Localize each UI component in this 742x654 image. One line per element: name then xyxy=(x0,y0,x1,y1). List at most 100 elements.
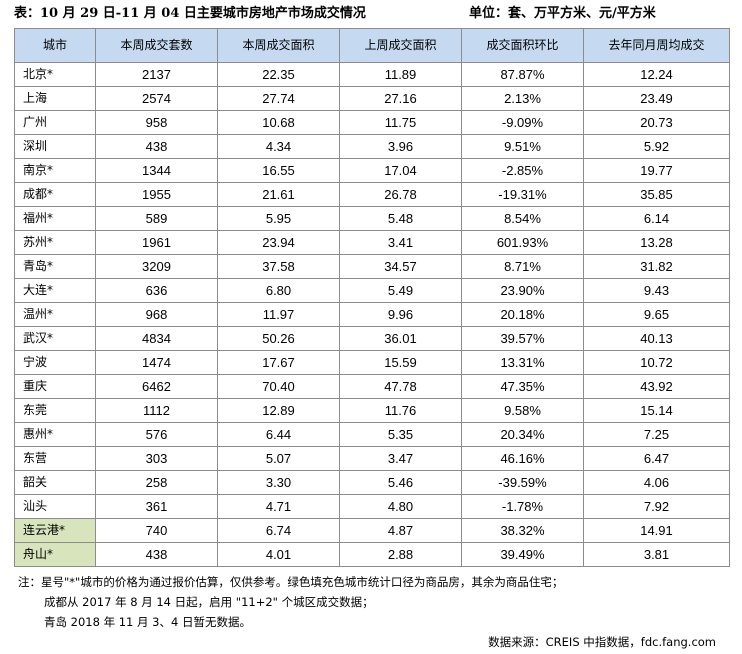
cell-city: 北京* xyxy=(14,62,96,87)
cell-area: 6.44 xyxy=(217,422,340,447)
cell-units: 958 xyxy=(95,110,218,135)
cell-prev-area: 17.04 xyxy=(339,158,462,183)
cell-city: 宁波 xyxy=(14,350,96,375)
table-row: 宁波 1474 17.67 15.59 13.31% 10.72 xyxy=(14,350,730,375)
cell-area: 22.35 xyxy=(217,62,340,87)
cell-wow: -39.59% xyxy=(461,470,584,495)
cell-city: 上海 xyxy=(14,86,96,111)
cell-wow: 20.34% xyxy=(461,422,584,447)
cell-wow: 9.58% xyxy=(461,398,584,423)
cell-ly-avg: 9.43 xyxy=(583,278,730,303)
cell-ly-avg: 15.14 xyxy=(583,398,730,423)
table-row: 大连* 636 6.80 5.49 23.90% 9.43 xyxy=(14,278,730,303)
cell-area: 6.74 xyxy=(217,518,340,543)
cell-prev-area: 11.75 xyxy=(339,110,462,135)
cell-ly-avg: 14.91 xyxy=(583,518,730,543)
cell-prev-area: 5.46 xyxy=(339,470,462,495)
table-row: 惠州* 576 6.44 5.35 20.34% 7.25 xyxy=(14,422,730,447)
cell-units: 438 xyxy=(95,134,218,159)
footnote-line: 青岛 2018 年 11 月 3、4 日暂无数据。 xyxy=(44,615,251,629)
cell-area: 4.34 xyxy=(217,134,340,159)
cell-ly-avg: 40.13 xyxy=(583,326,730,351)
cell-wow: -2.85% xyxy=(461,158,584,183)
table-row: 深圳 438 4.34 3.96 9.51% 5.92 xyxy=(14,134,730,159)
cell-prev-area: 47.78 xyxy=(339,374,462,399)
header-row: 城市 本周成交套数 本周成交面积 上周成交面积 成交面积环比 去年同月周均成交 xyxy=(14,28,730,63)
cell-wow: 38.32% xyxy=(461,518,584,543)
footnote-line: 成都从 2017 年 8 月 14 日起，启用 "11+2" 个城区成交数据； xyxy=(44,595,374,609)
cell-city: 深圳 xyxy=(14,134,96,159)
table-row: 青岛* 3209 37.58 34.57 8.71% 31.82 xyxy=(14,254,730,279)
cell-ly-avg: 4.06 xyxy=(583,470,730,495)
cell-units: 303 xyxy=(95,446,218,471)
cell-units: 1344 xyxy=(95,158,218,183)
cell-prev-area: 5.49 xyxy=(339,278,462,303)
footnote-line: 注：星号"*"城市的价格为通过报价估算，仅供参考。绿色填充色城市统计口径为商品房… xyxy=(18,575,564,589)
table-row: 北京* 2137 22.35 11.89 87.87% 12.24 xyxy=(14,62,730,87)
cell-city: 韶关 xyxy=(14,470,96,495)
column-header-area: 本周成交面积 xyxy=(217,28,340,63)
cell-city: 重庆 xyxy=(14,374,96,399)
cell-units: 1961 xyxy=(95,230,218,255)
cell-prev-area: 34.57 xyxy=(339,254,462,279)
cell-city: 惠州* xyxy=(14,422,96,447)
cell-ly-avg: 35.85 xyxy=(583,182,730,207)
cell-city: 福州* xyxy=(14,206,96,231)
cell-city: 青岛* xyxy=(14,254,96,279)
cell-ly-avg: 19.77 xyxy=(583,158,730,183)
cell-ly-avg: 13.28 xyxy=(583,230,730,255)
table-row: 连云港* 740 6.74 4.87 38.32% 14.91 xyxy=(14,518,730,543)
cell-wow: 9.51% xyxy=(461,134,584,159)
cell-prev-area: 11.89 xyxy=(339,62,462,87)
cell-area: 10.68 xyxy=(217,110,340,135)
table-title: 表：10 月 29 日-11 月 04 日主要城市房地产市场成交情况 xyxy=(14,6,366,21)
cell-wow: 13.31% xyxy=(461,350,584,375)
table-body: 北京* 2137 22.35 11.89 87.87% 12.24 上海 2574 27.74 2… xyxy=(14,62,730,567)
cell-ly-avg: 6.47 xyxy=(583,446,730,471)
cell-city: 大连* xyxy=(14,278,96,303)
table-row: 福州* 589 5.95 5.48 8.54% 6.14 xyxy=(14,206,730,231)
cell-prev-area: 36.01 xyxy=(339,326,462,351)
cell-ly-avg: 43.92 xyxy=(583,374,730,399)
cell-units: 258 xyxy=(95,470,218,495)
table-row: 上海 2574 27.74 27.16 2.13% 23.49 xyxy=(14,86,730,111)
cell-prev-area: 2.88 xyxy=(339,542,462,567)
table-row: 武汉* 4834 50.26 36.01 39.57% 40.13 xyxy=(14,326,730,351)
cell-units: 2574 xyxy=(95,86,218,111)
cell-units: 6462 xyxy=(95,374,218,399)
cell-ly-avg: 6.14 xyxy=(583,206,730,231)
column-header-ly-avg: 去年同月周均成交 xyxy=(583,28,730,63)
cell-units: 1112 xyxy=(95,398,218,423)
cell-prev-area: 5.35 xyxy=(339,422,462,447)
cell-wow: -1.78% xyxy=(461,494,584,519)
cell-city: 广州 xyxy=(14,110,96,135)
cell-city: 东营 xyxy=(14,446,96,471)
cell-units: 438 xyxy=(95,542,218,567)
cell-prev-area: 26.78 xyxy=(339,182,462,207)
cell-wow: 39.57% xyxy=(461,326,584,351)
cell-ly-avg: 9.65 xyxy=(583,302,730,327)
cell-units: 2137 xyxy=(95,62,218,87)
cell-area: 5.07 xyxy=(217,446,340,471)
cell-wow: 87.87% xyxy=(461,62,584,87)
cell-units: 361 xyxy=(95,494,218,519)
cell-area: 70.40 xyxy=(217,374,340,399)
cell-units: 1955 xyxy=(95,182,218,207)
cell-ly-avg: 3.81 xyxy=(583,542,730,567)
footnotes: 注：星号"*"城市的价格为通过报价估算，仅供参考。绿色填充色城市统计口径为商品房… xyxy=(18,572,733,632)
table-row: 温州* 968 11.97 9.96 20.18% 9.65 xyxy=(14,302,730,327)
cell-city: 连云港* xyxy=(14,518,96,543)
cell-wow: 47.35% xyxy=(461,374,584,399)
cell-wow: 2.13% xyxy=(461,86,584,111)
table-row: 汕头 361 4.71 4.80 -1.78% 7.92 xyxy=(14,494,730,519)
cell-area: 27.74 xyxy=(217,86,340,111)
table-row: 重庆 6462 70.40 47.78 47.35% 43.92 xyxy=(14,374,730,399)
cell-prev-area: 5.48 xyxy=(339,206,462,231)
transaction-table: 城市 本周成交套数 本周成交面积 上周成交面积 成交面积环比 去年同月周均成交 … xyxy=(14,28,730,567)
data-source: 数据来源：CREIS 中指数据，fdc.fang.com xyxy=(488,635,716,649)
cell-wow: 20.18% xyxy=(461,302,584,327)
cell-ly-avg: 7.25 xyxy=(583,422,730,447)
cell-area: 12.89 xyxy=(217,398,340,423)
table-row: 苏州* 1961 23.94 3.41 601.93% 13.28 xyxy=(14,230,730,255)
cell-ly-avg: 10.72 xyxy=(583,350,730,375)
